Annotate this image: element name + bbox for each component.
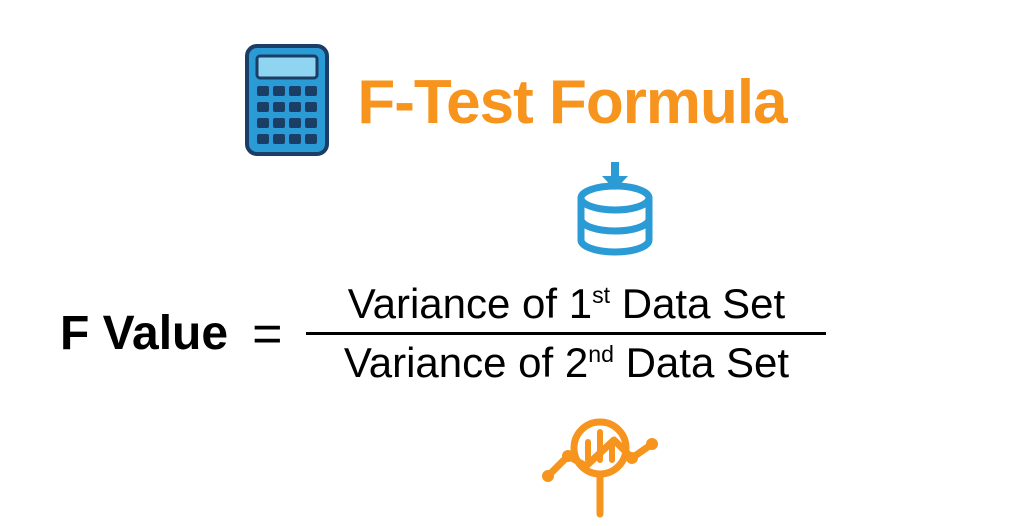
numerator: Variance of 1st Data Set — [348, 280, 785, 328]
equals-sign: = — [252, 304, 282, 364]
fraction-line — [306, 332, 826, 335]
fraction: Variance of 1st Data Set Variance of 2nd… — [306, 280, 826, 387]
denominator-sup: nd — [588, 341, 614, 367]
database-icon — [560, 158, 670, 273]
denominator-post: Data Set — [614, 339, 789, 386]
numerator-pre: Variance of 1 — [348, 280, 592, 327]
formula-lhs: F Value — [60, 306, 228, 361]
denominator-pre: Variance of 2 — [344, 339, 588, 386]
numerator-sup: st — [592, 282, 610, 308]
numerator-post: Data Set — [610, 280, 785, 327]
calculator-icon — [237, 40, 337, 165]
magnifier-chart-icon — [540, 410, 660, 525]
formula: F Value = Variance of 1st Data Set Varia… — [60, 280, 826, 387]
page-title: F-Test Formula — [357, 67, 786, 138]
denominator: Variance of 2nd Data Set — [344, 339, 789, 387]
header-row: F-Test Formula — [0, 40, 1024, 165]
